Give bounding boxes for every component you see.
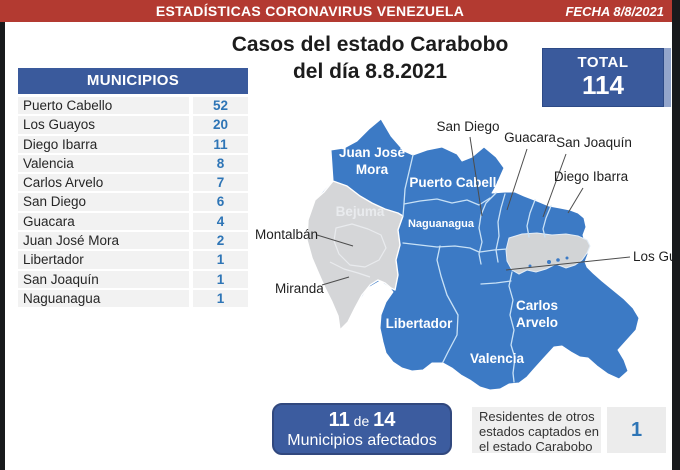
- border-sandiego-guacara: [495, 193, 506, 263]
- municipio-name: Guacara: [18, 212, 189, 231]
- map-label-naguanagua: Naguanagua: [408, 218, 475, 230]
- municipio-value: 1: [193, 251, 248, 269]
- municipio-name: Puerto Cabello: [18, 97, 189, 115]
- municipio-name: Valencia: [18, 154, 189, 173]
- table-row: Juan José Mora 2: [18, 232, 248, 250]
- state-shape-affected: [306, 118, 640, 391]
- table-row: Puerto Cabello 52: [18, 97, 248, 115]
- total-label: TOTAL: [577, 54, 629, 71]
- municipio-value: 11: [193, 135, 248, 153]
- map-label-bejuma: Bejuma: [336, 204, 385, 219]
- callout-line-los-guayos: [505, 256, 631, 271]
- callout-line-montalban: [316, 234, 354, 247]
- map-label-san-diego: San Diego: [436, 119, 499, 134]
- municipio-value: 7: [193, 174, 248, 192]
- residents-note: Residentes de otros estados captados en …: [472, 407, 601, 454]
- border-sanjoaquin-diegoibarra: [542, 205, 552, 238]
- map-label-juan-jose-mora: Juan José: [339, 145, 406, 160]
- table-row: Guacara 4: [18, 212, 248, 231]
- municipio-value: 4: [193, 212, 248, 231]
- table-row: Diego Ibarra 11: [18, 135, 248, 153]
- photo-border-right: [672, 0, 680, 470]
- map-label-libertador: Libertador: [386, 316, 454, 331]
- date-label: FECHA 8/8/2021: [565, 4, 664, 19]
- map-label-carlos-arvelo: Carlos: [516, 298, 558, 313]
- total-box-shadow-strip: [664, 48, 671, 107]
- border-ptocabello-sandiego: [478, 192, 497, 265]
- total-box: TOTAL 114: [542, 48, 664, 107]
- map-label-los-guayos: Los Guayos: [633, 249, 680, 264]
- map-label-carlos-arvelo: Arvelo: [516, 315, 558, 330]
- municipio-value: 1: [193, 270, 248, 288]
- lake-island: [528, 264, 532, 268]
- affected-municipios-box: 11 de 14 Municipios afectados: [272, 403, 452, 455]
- border-ptocabello-naguanagua: [403, 197, 491, 206]
- municipio-value: 8: [193, 154, 248, 173]
- table-row: San Diego 6: [18, 193, 248, 211]
- municipio-name: Libertador: [18, 251, 189, 269]
- municipio-name: Diego Ibarra: [18, 135, 189, 153]
- table-row: Naguanagua 1: [18, 289, 248, 308]
- border-losguayos-south: [480, 280, 512, 285]
- map-label-san-joaquin: San Joaquín: [556, 135, 632, 150]
- page-title-line2: del día 8.8.2021: [292, 60, 448, 83]
- lake-island: [565, 256, 569, 260]
- affected-count: 11: [328, 409, 350, 431]
- municipio-name: Los Guayos: [18, 116, 189, 134]
- table-row: Valencia 8: [18, 154, 248, 173]
- municipio-name: San Joaquín: [18, 270, 189, 288]
- affected-count-line: 11 de 14: [274, 409, 450, 432]
- miranda-divider: [329, 261, 371, 278]
- municipio-value: 52: [193, 97, 248, 115]
- municipio-name: Naguanagua: [18, 289, 189, 308]
- lake-island: [547, 260, 551, 264]
- municipio-name: San Diego: [18, 193, 189, 211]
- map-label-valencia: Valencia: [470, 351, 525, 366]
- total-value: 114: [582, 70, 624, 100]
- table-row: San Joaquín 1: [18, 270, 248, 288]
- app-title: ESTADÍSTICAS CORONAVIRUS VENEZUELA: [155, 3, 465, 19]
- page-title: Casos del estado Carabobo del día 8.8.20…: [225, 31, 515, 85]
- municipio-value: 6: [193, 193, 248, 211]
- border-valencia-carlosarvelo: [508, 271, 516, 383]
- affected-total: 14: [373, 409, 396, 431]
- municipio-value: 2: [193, 232, 248, 250]
- municipio-value: 1: [193, 289, 248, 308]
- callout-line-san-diego: [469, 136, 483, 217]
- table-row: Carlos Arvelo 7: [18, 174, 248, 192]
- municipio-name: Juan José Mora: [18, 232, 189, 250]
- border-guacara-sanjoaquin: [526, 199, 536, 238]
- municipio-name: Carlos Arvelo: [18, 174, 189, 192]
- montalban-outline: [333, 223, 387, 268]
- affected-of-word: de: [353, 413, 370, 429]
- callout-line-guacara: [506, 148, 528, 211]
- municipios-table: MUNICIPIOS Puerto Cabello 52 Los Guayos 20…: [18, 68, 248, 309]
- lake-island: [556, 258, 560, 262]
- affected-caption: Municipios afectados: [287, 432, 437, 449]
- map-label-guacara: Guacara: [504, 130, 556, 145]
- table-row: Libertador 1: [18, 251, 248, 269]
- callout-line-san-joaquin: [542, 153, 567, 218]
- map-label-miranda: Miranda: [275, 281, 324, 296]
- border-valencia-libertador: [436, 245, 459, 363]
- callout-line-diego-ibarra: [567, 187, 584, 214]
- photo-border-left: [0, 22, 5, 470]
- callout-line-miranda: [321, 276, 350, 286]
- map-label-montalban: Montalbán: [255, 227, 318, 242]
- map-label-diego-ibarra: Diego Ibarra: [554, 169, 629, 184]
- residents-value: 1: [607, 407, 666, 453]
- border-jjmora-ptocabello: [402, 154, 414, 217]
- unaffected-regions-shape: [306, 180, 404, 331]
- table-header: MUNICIPIOS: [18, 68, 248, 94]
- page-title-line1: Casos del estado Carabobo: [231, 33, 509, 56]
- map-label-puerto-cabello: Puerto Cabello: [409, 175, 504, 190]
- municipio-value: 20: [193, 116, 248, 134]
- top-bar: ESTADÍSTICAS CORONAVIRUS VENEZUELA FECHA…: [0, 0, 680, 22]
- map-label-juan-jose-mora: Mora: [356, 162, 389, 177]
- table-row: Los Guayos 20: [18, 116, 248, 134]
- border-naguanagua-valencia: [402, 242, 480, 253]
- border-losguayos-north: [479, 248, 508, 253]
